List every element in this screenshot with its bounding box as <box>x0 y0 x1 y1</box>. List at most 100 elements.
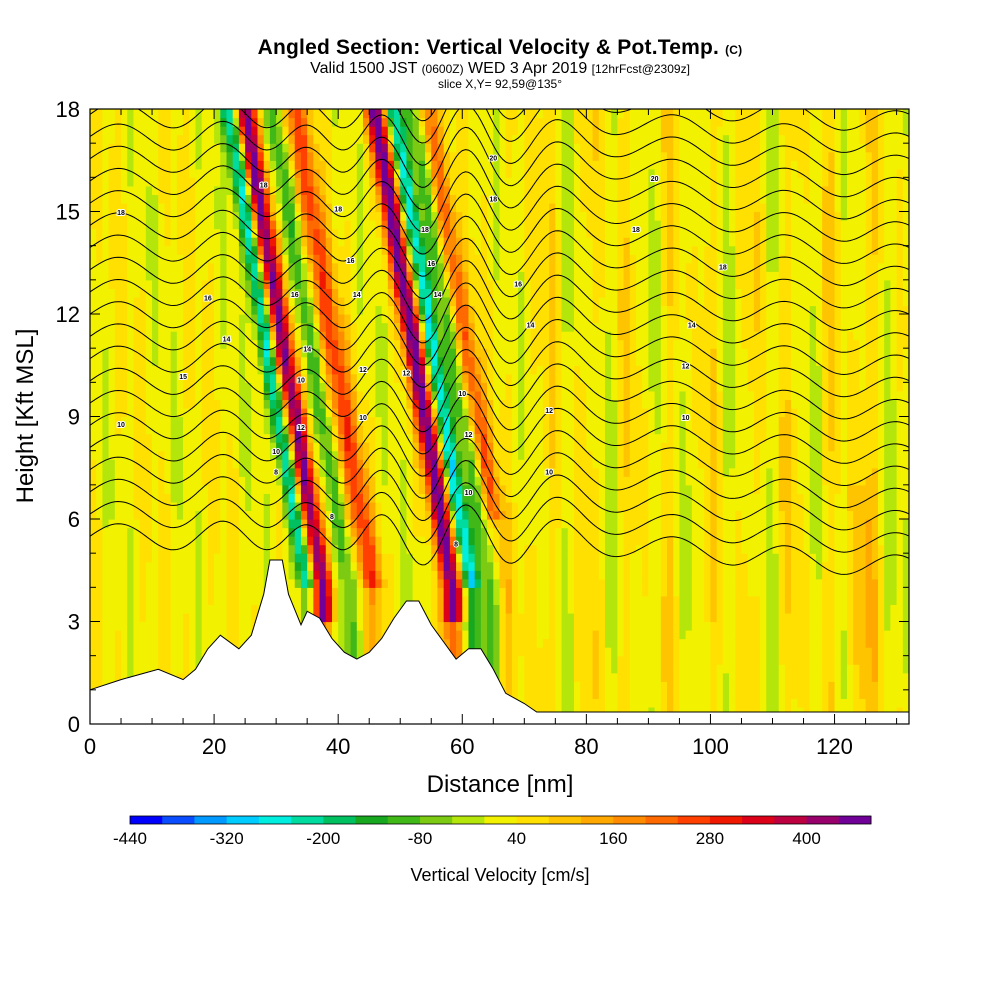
velocity-cell <box>462 373 470 383</box>
velocity-cell <box>269 109 277 119</box>
velocity-cell <box>294 314 302 324</box>
velocity-cell <box>350 373 358 383</box>
velocity-cell <box>294 296 302 307</box>
velocity-cell <box>344 442 352 452</box>
velocity-cell <box>425 322 432 332</box>
velocity-cell <box>363 126 370 136</box>
velocity-cell <box>90 407 97 418</box>
velocity-cell <box>406 356 414 366</box>
velocity-cell <box>108 425 116 435</box>
velocity-cell <box>511 331 519 341</box>
velocity-cell <box>158 356 166 366</box>
velocity-cell <box>108 484 116 494</box>
velocity-cell <box>456 194 463 204</box>
velocity-cell <box>282 493 290 503</box>
velocity-cell <box>158 262 166 272</box>
velocity-cell <box>338 501 345 512</box>
velocity-cell <box>456 416 463 426</box>
velocity-cell <box>207 553 215 563</box>
velocity-cell <box>387 536 395 546</box>
velocity-cell <box>207 484 215 494</box>
velocity-cell <box>449 527 457 537</box>
velocity-cell <box>90 228 97 238</box>
velocity-cell <box>344 510 352 520</box>
velocity-cell <box>443 407 451 418</box>
velocity-cell <box>363 638 370 648</box>
velocity-cell <box>201 467 209 477</box>
velocity-cell <box>195 493 203 503</box>
velocity-cell <box>220 612 228 623</box>
velocity-cell <box>331 134 339 144</box>
velocity-cell <box>282 271 290 281</box>
velocity-cell <box>319 390 327 401</box>
velocity-cell <box>96 151 103 161</box>
velocity-cell <box>499 553 507 563</box>
velocity-cell <box>276 493 283 503</box>
velocity-cell <box>108 288 116 298</box>
velocity-cell <box>456 527 463 537</box>
velocity-cell <box>369 237 376 247</box>
velocity-cell <box>325 339 333 349</box>
velocity-cell <box>468 331 476 341</box>
velocity-cell <box>375 168 383 178</box>
velocity-cell <box>176 220 184 230</box>
velocity-cell <box>294 493 302 503</box>
velocity-cell <box>102 442 110 452</box>
velocity-cell <box>363 595 370 606</box>
velocity-cell <box>238 373 246 383</box>
velocity-cell <box>108 117 116 127</box>
velocity-cell <box>474 373 482 383</box>
velocity-cell <box>251 271 259 281</box>
velocity-cell <box>195 484 203 494</box>
velocity-cell <box>139 510 147 520</box>
velocity-cell <box>170 519 178 529</box>
velocity-cell <box>263 510 271 520</box>
velocity-cell <box>511 536 519 546</box>
velocity-cell <box>232 314 240 324</box>
velocity-cell <box>400 433 408 443</box>
velocity-cell <box>176 647 184 657</box>
velocity-cell <box>338 450 345 460</box>
velocity-cell <box>369 109 376 119</box>
velocity-cell <box>201 638 209 648</box>
velocity-cell <box>331 288 339 298</box>
velocity-cell <box>152 151 159 161</box>
velocity-cell <box>511 322 519 332</box>
velocity-cell <box>226 365 234 375</box>
velocity-cell <box>176 672 184 682</box>
velocity-cell <box>307 348 314 358</box>
velocity-cell <box>307 185 314 196</box>
velocity-cell <box>176 305 184 315</box>
velocity-cell <box>183 348 190 358</box>
velocity-cell <box>412 177 420 187</box>
velocity-cell <box>90 339 97 349</box>
velocity-cell <box>400 356 408 366</box>
velocity-cell <box>214 510 221 520</box>
velocity-cell <box>139 621 147 631</box>
velocity-cell <box>418 134 426 144</box>
velocity-cell <box>511 407 519 418</box>
velocity-cell <box>307 425 314 435</box>
velocity-cell <box>300 185 308 196</box>
velocity-cell <box>344 570 352 580</box>
velocity-cell <box>152 237 159 247</box>
velocity-cell <box>170 510 178 520</box>
velocity-cell <box>480 160 488 170</box>
velocity-cell <box>400 416 408 426</box>
velocity-cell <box>319 493 327 503</box>
velocity-cell <box>276 527 283 537</box>
velocity-cell <box>474 561 482 571</box>
velocity-cell <box>474 570 482 580</box>
velocity-cell <box>195 544 203 554</box>
velocity-cell <box>158 399 166 409</box>
velocity-cell <box>102 271 110 281</box>
velocity-cell <box>313 407 321 418</box>
valid-time-line: Valid 1500 JST (0600Z) WED 3 Apr 2019 [1… <box>0 60 1000 78</box>
velocity-cell <box>493 271 501 281</box>
velocity-cell <box>251 407 259 418</box>
velocity-cell <box>431 519 439 529</box>
velocity-cell <box>387 561 395 571</box>
velocity-cell <box>443 578 451 588</box>
velocity-cell <box>294 442 302 452</box>
velocity-cell <box>96 262 103 272</box>
